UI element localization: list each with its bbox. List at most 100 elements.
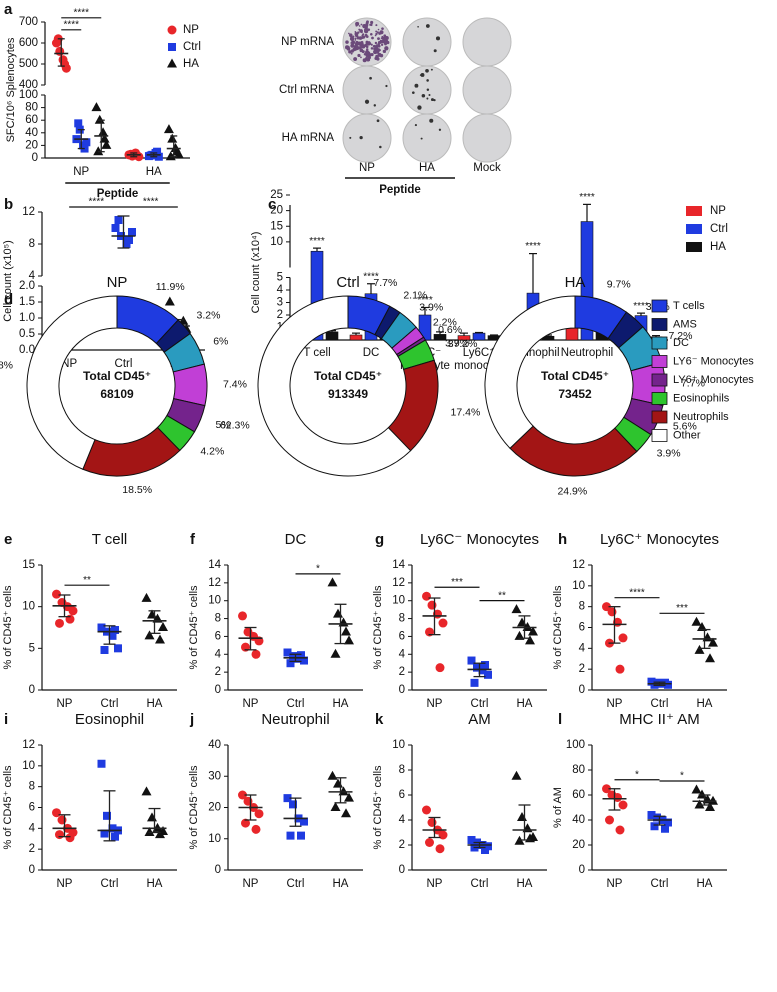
legend-swatch bbox=[651, 336, 668, 350]
spot bbox=[373, 104, 377, 107]
significance-label: **** bbox=[417, 295, 433, 306]
point bbox=[528, 626, 538, 636]
spot bbox=[375, 32, 378, 36]
point bbox=[607, 607, 617, 617]
point bbox=[97, 759, 106, 768]
x-tick-label: Ctrl bbox=[471, 878, 489, 890]
point bbox=[52, 808, 61, 818]
spot bbox=[426, 79, 429, 82]
point bbox=[613, 793, 622, 802]
panel-letter: h bbox=[558, 531, 567, 548]
point bbox=[125, 236, 133, 244]
legend-label: Other bbox=[673, 429, 701, 441]
legend-label: LY6⁺ Monocytes bbox=[673, 374, 754, 386]
donut-slice bbox=[82, 426, 181, 477]
spot bbox=[348, 33, 353, 37]
spot bbox=[426, 88, 430, 91]
spot bbox=[414, 83, 419, 88]
point bbox=[91, 102, 102, 112]
point bbox=[111, 626, 119, 634]
y-tick-label: 40 bbox=[208, 739, 221, 751]
y-tick-label: 0 bbox=[215, 864, 221, 876]
y-axis-label: Cell count (x10⁵) bbox=[2, 240, 14, 322]
point bbox=[147, 812, 157, 822]
slice-label: 62.3% bbox=[220, 420, 250, 432]
bar bbox=[325, 331, 339, 341]
legend-label: AMS bbox=[673, 318, 697, 330]
y-tick-label: 0 bbox=[29, 864, 35, 876]
spot bbox=[354, 39, 357, 41]
point bbox=[697, 622, 707, 631]
spot bbox=[419, 74, 422, 76]
spot bbox=[381, 35, 384, 38]
slice-label: 5% bbox=[216, 419, 231, 431]
point bbox=[615, 664, 625, 674]
y-tick-label: 0 bbox=[579, 864, 585, 876]
point bbox=[289, 652, 297, 661]
center-label: Total CD45⁺ bbox=[314, 369, 382, 383]
chart-title: HA bbox=[565, 274, 586, 291]
slice-label: 3.9% bbox=[657, 447, 681, 459]
spot bbox=[365, 53, 369, 57]
significance-label: ** bbox=[83, 575, 91, 586]
slice-label: 2.1% bbox=[403, 289, 427, 301]
legend-label: NP bbox=[710, 205, 726, 217]
spot bbox=[345, 40, 349, 44]
spot bbox=[375, 24, 378, 27]
point bbox=[251, 649, 261, 659]
legend-swatch bbox=[651, 429, 668, 442]
y-tick-label: 500 bbox=[19, 58, 38, 70]
y-tick-label: 40 bbox=[572, 814, 585, 826]
point bbox=[425, 838, 434, 847]
x-tick-label: HA bbox=[517, 878, 533, 890]
spot bbox=[364, 44, 367, 46]
spot bbox=[384, 42, 387, 46]
slice-label: 7.7% bbox=[681, 377, 705, 389]
y-axis-label: SFC/10⁶ Splenocytes bbox=[5, 37, 17, 142]
point bbox=[511, 770, 522, 780]
x-tick-label: Ctrl bbox=[471, 698, 489, 710]
panel-letter: e bbox=[4, 531, 12, 548]
point bbox=[286, 659, 295, 668]
legend-label: HA bbox=[710, 241, 726, 253]
y-tick-label: 100 bbox=[19, 89, 38, 101]
significance-label: * bbox=[680, 771, 684, 782]
significance-label: ** bbox=[498, 590, 506, 601]
y-tick-label: 3 bbox=[277, 297, 283, 309]
point bbox=[155, 829, 165, 839]
spot bbox=[383, 50, 386, 53]
point bbox=[511, 604, 522, 614]
point bbox=[238, 611, 247, 621]
panel-letter: f bbox=[190, 531, 196, 548]
significance-label: *** bbox=[676, 603, 688, 614]
significance-label: * bbox=[316, 563, 320, 574]
slice-label: 43.8% bbox=[0, 359, 13, 371]
spot bbox=[383, 35, 388, 41]
slice-label: 3.9% bbox=[445, 337, 469, 349]
spot bbox=[378, 49, 381, 51]
column-label: Mock bbox=[473, 162, 501, 174]
y-tick-label: 0 bbox=[579, 684, 585, 696]
y-tick-label: 5 bbox=[277, 272, 283, 284]
y-tick-label: 20 bbox=[572, 839, 585, 851]
spot bbox=[354, 33, 359, 38]
y-axis-label: % of CD45⁺ cells bbox=[552, 585, 564, 670]
y-tick-label: 2 bbox=[579, 663, 585, 675]
x-tick-label: NP bbox=[607, 878, 623, 890]
spot bbox=[384, 46, 389, 51]
x-tick-label: NP bbox=[427, 878, 443, 890]
point bbox=[283, 648, 292, 657]
y-tick-label: 20 bbox=[25, 139, 38, 151]
y-tick-label: 700 bbox=[19, 16, 38, 28]
chart-title: DC bbox=[285, 531, 307, 548]
point bbox=[435, 844, 445, 854]
spot bbox=[347, 45, 350, 48]
spot bbox=[417, 105, 422, 110]
spot bbox=[361, 50, 365, 54]
point bbox=[691, 784, 702, 794]
point bbox=[94, 114, 105, 124]
point bbox=[283, 794, 292, 803]
point bbox=[661, 824, 669, 833]
spot bbox=[360, 56, 362, 59]
